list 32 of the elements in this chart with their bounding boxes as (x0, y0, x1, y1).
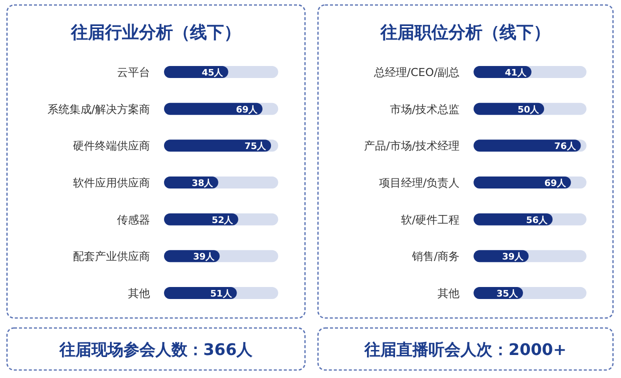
y-tick-label: 市场/技术总监 (390, 102, 460, 116)
y-tick-label: 传感器 (117, 213, 150, 226)
data-label: 56人 (526, 214, 549, 226)
y-tick-label: 产品/市场/技术经理 (364, 140, 460, 153)
data-label: 51人 (210, 288, 233, 300)
y-tick-label: 硬件终端供应商 (73, 140, 150, 153)
y-tick-label: 软件应用供应商 (73, 176, 150, 190)
data-label: 39人 (193, 252, 216, 263)
y-tick-label: 配套产业供应商 (73, 250, 150, 264)
y-tick-label: 云平台 (117, 66, 150, 79)
data-label: 50人 (518, 104, 540, 116)
data-label: 45人 (202, 68, 224, 78)
y-tick-label: 软/硬件工程 (400, 213, 460, 226)
chart-title: 往届职位分析（线下） (380, 23, 550, 43)
y-tick-label: 其他 (128, 287, 150, 300)
y-tick-label: 总经理/CEO/副总 (372, 66, 460, 79)
data-label: 69人 (236, 104, 258, 116)
data-label: 75人 (244, 141, 268, 152)
chart-title: 往届行业分析（线下） (70, 23, 241, 43)
data-label: 52人 (212, 214, 234, 226)
data-label: 39人 (502, 252, 525, 263)
data-label: 76人 (554, 141, 577, 152)
data-label: 38人 (192, 178, 214, 189)
text: 往届现场参会人数：366人 (58, 340, 254, 359)
text: 往届直播听会人次：2000+ (364, 340, 566, 359)
y-tick-label: 其他 (438, 287, 460, 300)
y-tick-label: 项目经理/负责人 (378, 176, 460, 190)
y-tick-label: 销售/商务 (410, 250, 460, 264)
data-label: 41人 (504, 68, 528, 78)
data-label: 69人 (544, 178, 567, 189)
y-tick-label: 系统集成/解决方案商 (47, 102, 150, 116)
data-label: 35人 (496, 288, 519, 300)
